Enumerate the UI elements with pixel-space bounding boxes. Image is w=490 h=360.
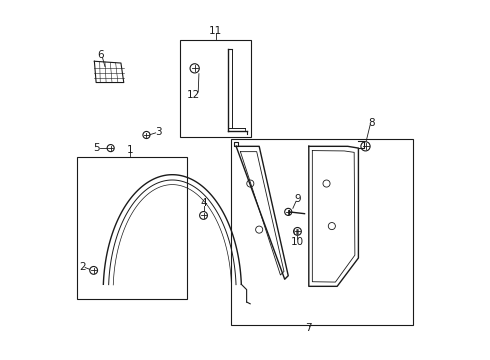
Text: 3: 3	[155, 127, 162, 137]
Text: 8: 8	[368, 118, 375, 128]
Text: 6: 6	[97, 50, 104, 60]
Bar	[180, 40, 251, 138]
Text: 9: 9	[295, 194, 301, 204]
Text: 5: 5	[94, 143, 100, 153]
Text: 1: 1	[126, 145, 133, 155]
Bar	[76, 157, 187, 299]
Text: 4: 4	[200, 198, 207, 208]
Text: 7: 7	[305, 323, 312, 333]
Text: 10: 10	[291, 237, 304, 247]
Text: 12: 12	[187, 90, 200, 100]
Text: 11: 11	[209, 26, 222, 36]
Text: 2: 2	[79, 262, 86, 272]
Bar	[231, 139, 414, 325]
